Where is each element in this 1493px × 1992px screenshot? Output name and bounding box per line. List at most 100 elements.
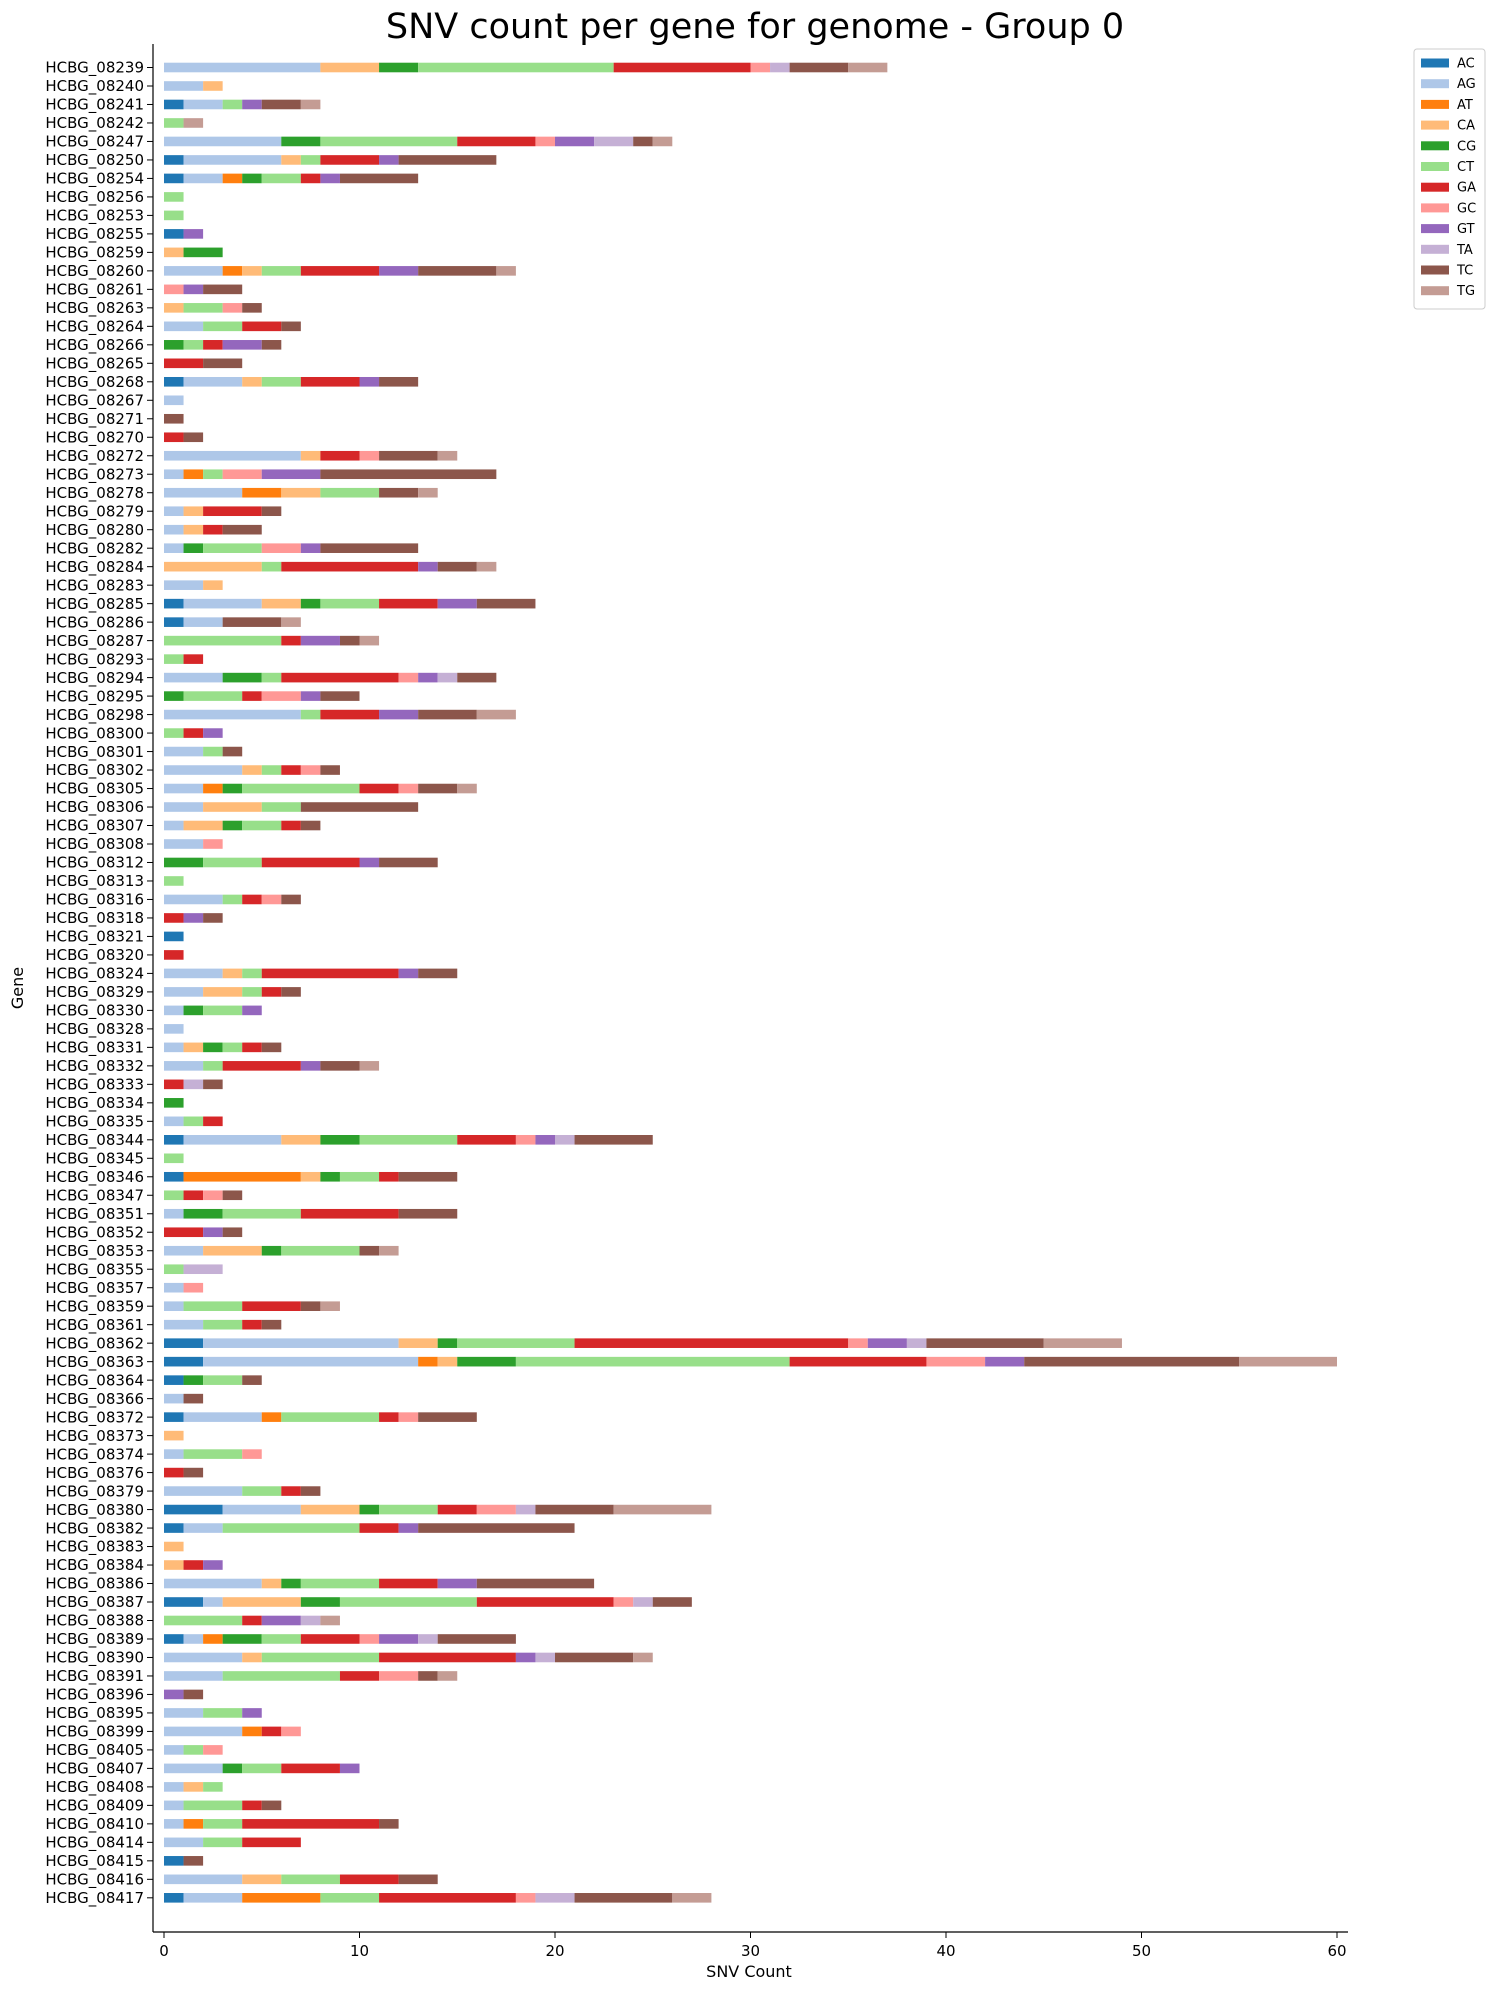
bar-segment-HCBG_08273-CT [203,469,223,480]
bar-segment-HCBG_08308-GC [203,839,223,849]
legend-swatch-CA [1421,120,1449,130]
bar-segment-HCBG_08332-GT [300,1061,321,1071]
bar-segment-HCBG_08409-CT [183,1800,243,1811]
legend-swatch-GC [1421,203,1449,213]
bar-segment-HCBG_08346-CT [339,1171,380,1182]
chart-title: SNV count per gene for genome - Group 0 [386,7,1124,47]
bar-segment-HCBG_08382-GT [398,1523,419,1533]
y-tick-label: HCBG_08270 [45,428,144,447]
bar-segment-HCBG_08399-AT [242,1726,262,1737]
y-tick-label: HCBG_08294 [45,669,144,688]
x-tick-label: 0 [159,1942,169,1960]
bar-segment-HCBG_08253-CT [164,210,184,221]
y-tick-label: HCBG_08301 [45,743,144,762]
y-tick-label: HCBG_08295 [45,687,144,706]
bar-segment-HCBG_08307-AG [164,820,184,831]
y-tick-label: HCBG_08261 [45,281,144,300]
bar-segment-HCBG_08272-TC [379,450,438,461]
bar-segment-HCBG_08286-AG [183,617,223,627]
bar-segment-HCBG_08386-TC [476,1578,595,1589]
legend-swatch-AT [1421,99,1449,109]
legend-swatch-AC [1421,58,1449,68]
bar-segment-HCBG_08374-GC [242,1449,262,1459]
legend-label-TC: TC [1456,264,1473,279]
bar-segment-HCBG_08285-GT [437,598,477,609]
bar-segment-HCBG_08284-GA [281,561,419,572]
bar-segment-HCBG_08272-AG [164,450,301,461]
bar-segment-HCBG_08300-GA [183,728,204,738]
bar-segment-HCBG_08324-GA [261,968,399,979]
bar-segment-HCBG_08363-CA [437,1356,458,1367]
bar-segment-HCBG_08247-CT [320,136,458,147]
bar-segment-HCBG_08265-TC [203,358,243,369]
bar-segment-HCBG_08399-AG [164,1726,243,1737]
bar-segment-HCBG_08268-CA [242,376,262,387]
y-tick-label: HCBG_08405 [45,1741,144,1760]
y-tick-label: HCBG_08388 [45,1612,144,1631]
y-tick-label: HCBG_08399 [45,1723,144,1742]
legend-swatch-TC [1421,265,1449,275]
y-tick-label: HCBG_08408 [45,1778,144,1797]
bar-segment-HCBG_08361-CT [203,1319,243,1330]
bar-segment-HCBG_08273-GC [222,469,262,480]
y-tick-label: HCBG_08386 [45,1575,144,1594]
bar-segment-HCBG_08389-AG [183,1634,204,1644]
bar-segment-HCBG_08318-GT [183,913,204,923]
legend-frame [1413,48,1486,310]
bar-segment-HCBG_08316-CT [222,894,243,905]
bar-segment-HCBG_08250-CT [300,155,321,165]
bar-segment-HCBG_08286-TC [222,617,282,627]
bar-segment-HCBG_08373-CA [164,1430,184,1441]
bar-segment-HCBG_08305-TG [457,783,477,794]
bar-segment-HCBG_08278-AG [164,487,243,498]
bar-segment-HCBG_08379-GA [281,1486,301,1496]
bar-segment-HCBG_08316-TC [281,894,301,905]
y-tick-label: HCBG_08416 [45,1871,144,1890]
bar-segment-HCBG_08302-GA [281,765,301,775]
bar-segment-HCBG_08306-CT [261,802,301,812]
bar-segment-HCBG_08241-TC [261,99,301,110]
bar-segment-HCBG_08260-AT [222,266,243,276]
bar-segment-HCBG_08264-TC [281,321,301,332]
y-tick-label: HCBG_08316 [45,891,144,910]
legend-label-AC: AC [1457,57,1475,72]
y-tick-label: HCBG_08247 [45,133,144,152]
bar-segment-HCBG_08417-GC [515,1893,536,1903]
bar-segment-HCBG_08282-GT [300,543,321,553]
bar-segment-HCBG_08266-CT [183,340,204,350]
bar-segment-HCBG_08239-GC [750,62,771,73]
bar-segment-HCBG_08241-TG [300,99,321,110]
bar-segment-HCBG_08415-TC [183,1856,204,1866]
bar-segment-HCBG_08285-AC [164,598,184,609]
bar-segment-HCBG_08363-GT [985,1356,1025,1367]
bar-segment-HCBG_08387-TC [652,1597,692,1607]
bar-segment-HCBG_08302-CT [261,765,282,775]
bar-segment-HCBG_08374-AG [164,1449,184,1459]
bar-segment-HCBG_08300-GT [203,728,223,738]
bar-segment-HCBG_08390-AG [164,1652,243,1663]
y-tick-label: HCBG_08345 [45,1149,144,1168]
bar-segment-HCBG_08408-CT [203,1782,223,1792]
bar-segment-HCBG_08387-GC [613,1597,634,1607]
bar-segment-HCBG_08405-AG [164,1745,184,1755]
bar-segment-HCBG_08263-CT [183,303,223,313]
bar-segment-HCBG_08261-TC [203,284,243,295]
bar-segment-HCBG_08331-CT [222,1042,243,1053]
y-tick-label: HCBG_08285 [45,595,144,614]
bar-segment-HCBG_08312-CG [164,857,204,868]
y-tick-label: HCBG_08334 [45,1094,144,1113]
bar-segment-HCBG_08388-GA [242,1615,262,1626]
bar-segment-HCBG_08362-CT [457,1338,575,1348]
legend-label-GA: GA [1457,181,1476,196]
bar-segment-HCBG_08380-TG [613,1504,712,1515]
bar-segment-HCBG_08415-AC [164,1856,184,1866]
bar-segment-HCBG_08305-AT [203,783,223,794]
y-tick-label: HCBG_08328 [45,1020,144,1039]
bar-segment-HCBG_08295-GC [261,691,301,701]
bar-segment-HCBG_08250-GA [320,155,380,165]
bar-segment-HCBG_08407-AG [164,1763,223,1774]
bar-segment-HCBG_08305-TC [418,783,458,794]
bar-segment-HCBG_08389-CT [261,1634,301,1644]
bar-segment-HCBG_08295-CT [183,691,243,701]
